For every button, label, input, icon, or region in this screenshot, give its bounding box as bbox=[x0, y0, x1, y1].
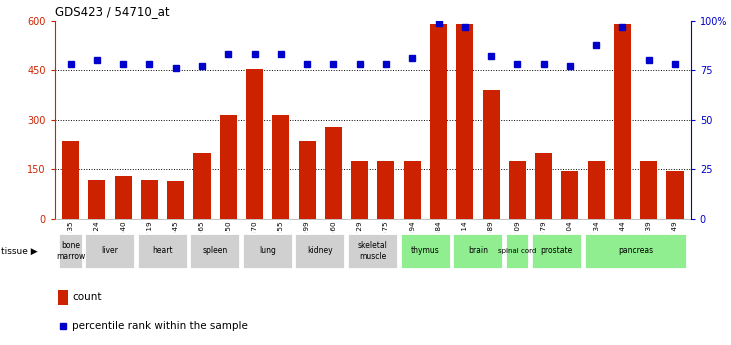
FancyBboxPatch shape bbox=[84, 233, 135, 269]
Bar bbox=[115, 176, 132, 219]
Text: spinal cord: spinal cord bbox=[499, 248, 537, 254]
Bar bbox=[325, 127, 342, 219]
Bar bbox=[88, 180, 105, 219]
Text: spleen: spleen bbox=[202, 246, 228, 256]
Text: liver: liver bbox=[102, 246, 118, 256]
Bar bbox=[141, 180, 158, 219]
Text: tissue ▶: tissue ▶ bbox=[1, 246, 38, 256]
Text: percentile rank within the sample: percentile rank within the sample bbox=[72, 321, 249, 331]
Text: brain: brain bbox=[468, 246, 488, 256]
Bar bbox=[351, 161, 368, 219]
FancyBboxPatch shape bbox=[452, 233, 503, 269]
FancyBboxPatch shape bbox=[583, 233, 687, 269]
Text: heart: heart bbox=[152, 246, 173, 256]
Text: thymus: thymus bbox=[411, 246, 440, 256]
FancyBboxPatch shape bbox=[504, 233, 529, 269]
Bar bbox=[272, 115, 289, 219]
Bar bbox=[561, 171, 578, 219]
Text: prostate: prostate bbox=[541, 246, 573, 256]
Bar bbox=[509, 161, 526, 219]
Bar bbox=[482, 90, 499, 219]
Bar bbox=[246, 69, 263, 219]
Bar bbox=[535, 153, 552, 219]
Text: kidney: kidney bbox=[308, 246, 333, 256]
Text: skeletal
muscle: skeletal muscle bbox=[358, 241, 387, 261]
FancyBboxPatch shape bbox=[189, 233, 240, 269]
Bar bbox=[588, 161, 605, 219]
Bar bbox=[456, 24, 474, 219]
Text: pancreas: pancreas bbox=[618, 246, 654, 256]
Bar bbox=[377, 161, 395, 219]
FancyBboxPatch shape bbox=[242, 233, 293, 269]
FancyBboxPatch shape bbox=[347, 233, 398, 269]
Bar bbox=[298, 141, 316, 219]
Bar bbox=[220, 115, 237, 219]
FancyBboxPatch shape bbox=[400, 233, 450, 269]
Bar bbox=[430, 24, 447, 219]
Bar bbox=[62, 141, 79, 219]
Bar bbox=[167, 181, 184, 219]
Bar bbox=[640, 161, 657, 219]
FancyBboxPatch shape bbox=[137, 233, 188, 269]
Text: bone
marrow: bone marrow bbox=[56, 241, 86, 261]
Text: count: count bbox=[72, 292, 102, 302]
Bar bbox=[667, 171, 683, 219]
Text: lung: lung bbox=[260, 246, 276, 256]
Bar bbox=[614, 24, 631, 219]
Bar bbox=[58, 289, 68, 305]
FancyBboxPatch shape bbox=[58, 233, 83, 269]
Text: GDS423 / 54710_at: GDS423 / 54710_at bbox=[55, 5, 170, 18]
FancyBboxPatch shape bbox=[295, 233, 346, 269]
FancyBboxPatch shape bbox=[531, 233, 582, 269]
Bar bbox=[404, 161, 421, 219]
Bar bbox=[194, 153, 211, 219]
